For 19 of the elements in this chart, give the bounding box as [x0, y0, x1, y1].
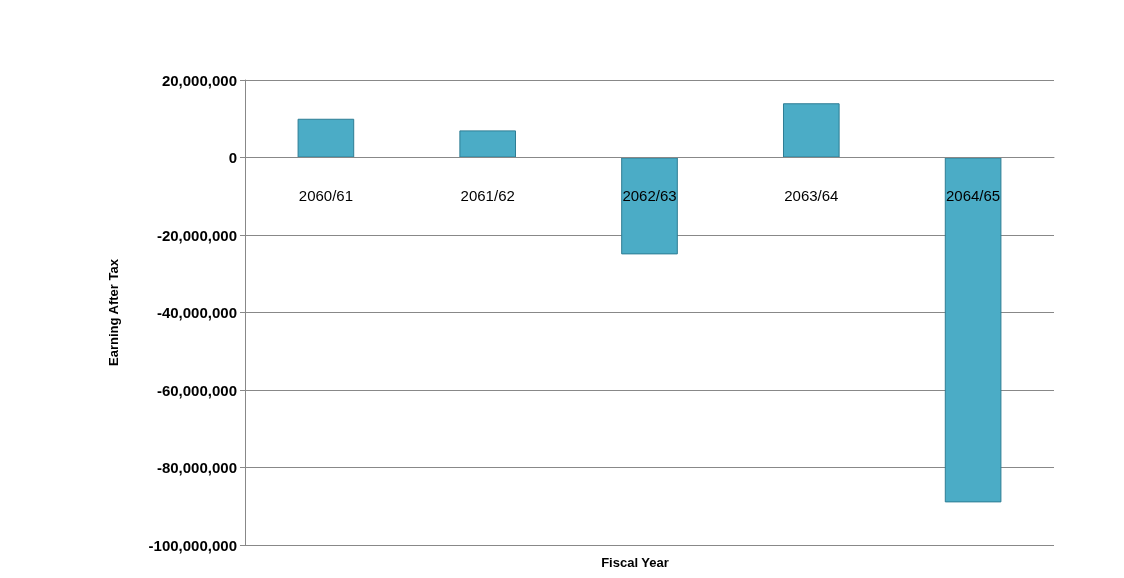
bar	[459, 130, 517, 158]
bar	[621, 157, 678, 255]
x-tick-label: 2064/65	[945, 186, 1001, 204]
x-tick-label: 2061/62	[460, 186, 515, 204]
bar	[944, 157, 1002, 503]
y-tick-label: -20,000,000	[156, 226, 237, 244]
y-axis-title: Earning After Tax	[106, 258, 121, 366]
y-tick-label: -40,000,000	[156, 304, 237, 321]
y-tick-label: 20,000,000	[161, 71, 237, 89]
x-tick-label: 2063/64	[784, 186, 839, 204]
bar	[297, 118, 355, 158]
y-tick-label: -60,000,000	[156, 381, 237, 399]
x-axis-title: Fiscal Year	[601, 555, 669, 570]
x-tick-label: 2060/61	[298, 186, 354, 204]
x-tick-label: 2062/63	[622, 186, 677, 204]
y-tick-label: -100,000,000	[148, 536, 237, 554]
y-tick-label: -80,000,000	[156, 459, 237, 476]
bar	[782, 103, 840, 158]
y-tick-label: 0	[228, 149, 237, 166]
